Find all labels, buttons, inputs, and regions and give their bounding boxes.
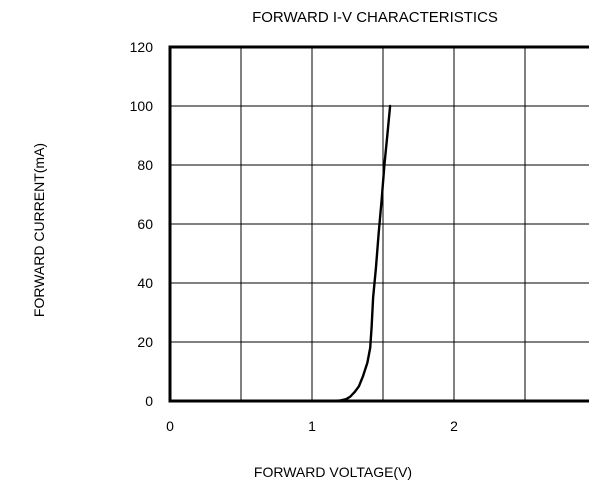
series-layer (168, 104, 392, 403)
iv-curve-line (168, 104, 392, 403)
x-tick-label: 0 (166, 418, 174, 434)
y-axis-label: FORWARD CURRENT(mA) (31, 143, 47, 317)
y-tick-label: 20 (137, 334, 153, 350)
x-tick-label: 1 (308, 418, 316, 434)
grid-lines (170, 47, 589, 401)
y-tick-label: 100 (130, 98, 154, 114)
y-tick-label: 0 (145, 393, 153, 409)
plot-frame (168, 45, 589, 403)
y-tick-label: 60 (137, 216, 153, 232)
y-tick-label: 80 (137, 157, 153, 173)
chart-title: FORWARD I-V CHARACTERISTICS (252, 9, 498, 26)
x-tick-labels: 0 1 2 (166, 418, 458, 434)
x-axis-label: FORWARD VOLTAGE(V) (254, 464, 412, 480)
x-tick-label: 2 (450, 418, 458, 434)
y-tick-labels: 0 20 40 60 80 100 120 (130, 39, 154, 409)
y-tick-label: 40 (137, 275, 153, 291)
y-tick-label: 120 (130, 39, 154, 55)
